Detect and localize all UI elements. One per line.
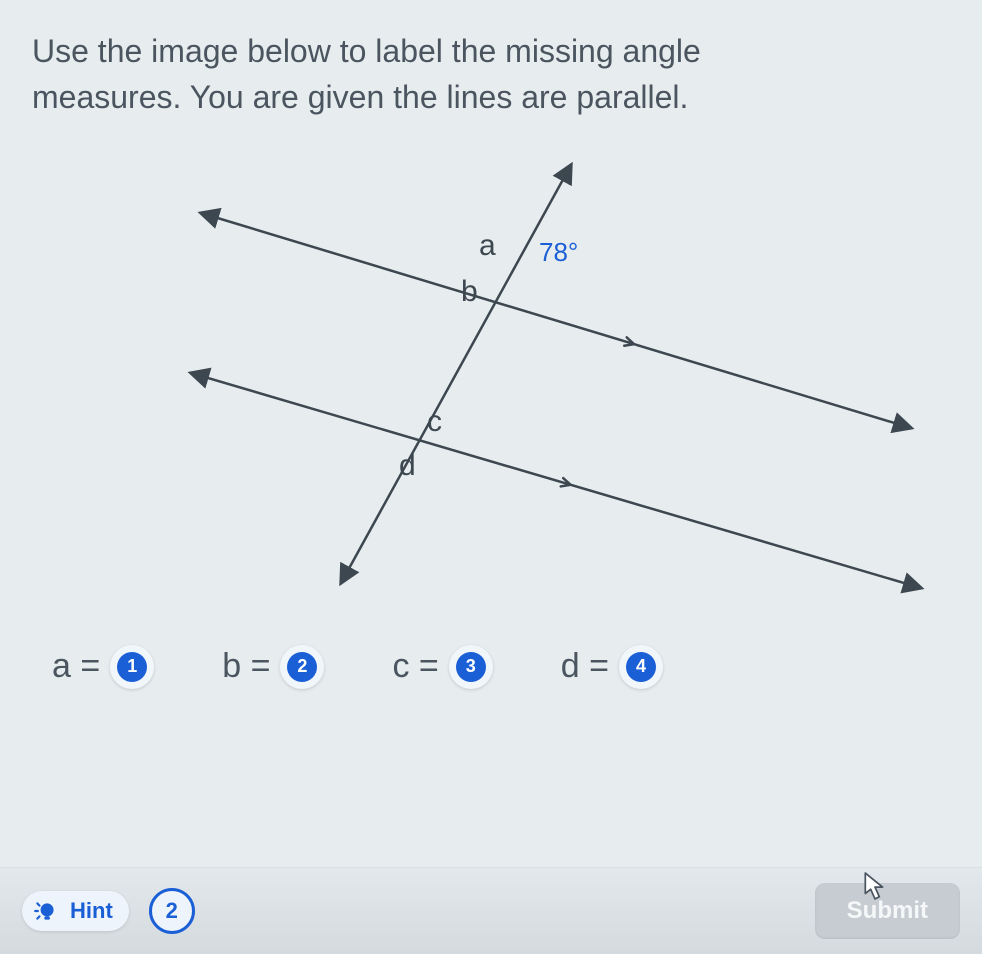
answer-d: d = 4 bbox=[561, 645, 663, 689]
prompt-line-2: measures. You are given the lines are pa… bbox=[32, 79, 688, 115]
diagram-container: a 78° b cd bbox=[24, 143, 958, 623]
answer-b-badge[interactable]: 2 bbox=[280, 645, 324, 689]
prompt-line-1: Use the image below to label the missing… bbox=[32, 33, 701, 69]
badge-number-1: 1 bbox=[117, 652, 147, 682]
hint-label: Hint bbox=[70, 898, 113, 924]
footer-bar: Hint 2 Submit bbox=[0, 868, 982, 954]
answer-b: b = 2 bbox=[222, 645, 324, 689]
svg-text:d: d bbox=[399, 449, 416, 482]
svg-text:78°: 78° bbox=[539, 237, 578, 267]
svg-text:c: c bbox=[427, 405, 442, 438]
answer-a-label: a = bbox=[52, 647, 100, 686]
answer-a-badge[interactable]: 1 bbox=[110, 645, 154, 689]
question-page: Use the image below to label the missing… bbox=[0, 0, 982, 954]
submit-button[interactable]: Submit bbox=[815, 883, 960, 939]
hint-count-badge: 2 bbox=[149, 888, 195, 934]
answer-row: a = 1 b = 2 c = 3 d = 4 bbox=[24, 623, 958, 689]
answer-c-badge[interactable]: 3 bbox=[449, 645, 493, 689]
badge-number-4: 4 bbox=[626, 652, 656, 682]
answer-a: a = 1 bbox=[52, 645, 154, 689]
lightbulb-icon bbox=[32, 897, 60, 925]
svg-text:a: a bbox=[479, 229, 496, 262]
badge-number-3: 3 bbox=[456, 652, 486, 682]
svg-text:b: b bbox=[461, 275, 478, 308]
answer-d-badge[interactable]: 4 bbox=[619, 645, 663, 689]
answer-b-label: b = bbox=[222, 647, 270, 686]
badge-number-2: 2 bbox=[287, 652, 317, 682]
answer-c-label: c = bbox=[392, 647, 438, 686]
hint-button[interactable]: Hint bbox=[22, 891, 129, 931]
angle-diagram: a 78° b cd bbox=[41, 143, 941, 623]
question-prompt: Use the image below to label the missing… bbox=[24, 18, 958, 143]
answer-d-label: d = bbox=[561, 647, 609, 686]
answer-c: c = 3 bbox=[392, 645, 492, 689]
